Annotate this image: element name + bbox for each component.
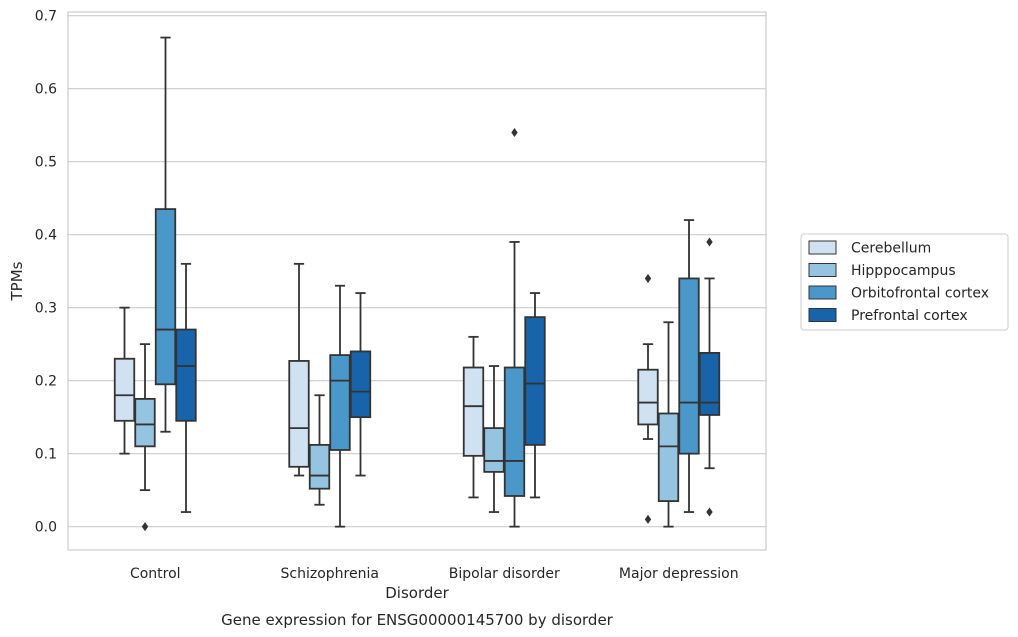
box-prefrontal-cortex-3 bbox=[698, 237, 721, 517]
box-hipppocampus-2 bbox=[483, 365, 505, 513]
box-iqr bbox=[154, 208, 177, 386]
x-axis-label: Disorder bbox=[385, 584, 449, 602]
box-orbitofrontal-cortex-3 bbox=[678, 219, 700, 513]
box-iqr bbox=[678, 277, 700, 455]
box-orbitofrontal-cortex-1 bbox=[329, 284, 351, 528]
y-tick-label: 0.2 bbox=[35, 374, 57, 390]
legend-label: Hipppocampus bbox=[851, 263, 956, 279]
box-cerebellum-1 bbox=[288, 262, 310, 477]
x-tick-label: Schizophrenia bbox=[281, 566, 379, 582]
legend: Cerebellum Hipppocampus Orbitofrontal cort… bbox=[800, 233, 1009, 331]
box-iqr bbox=[134, 397, 156, 448]
box-iqr bbox=[349, 350, 372, 419]
box-iqr bbox=[657, 412, 680, 502]
y-tick-label: 0.6 bbox=[35, 82, 57, 98]
box-prefrontal-cortex-0 bbox=[175, 262, 197, 513]
y-tick-label: 0.3 bbox=[35, 301, 57, 317]
x-tick-label: Control bbox=[130, 566, 181, 582]
box-cerebellum-3 bbox=[637, 273, 659, 524]
box-iqr bbox=[524, 316, 546, 446]
outlier-point bbox=[644, 514, 652, 524]
box-iqr bbox=[462, 366, 485, 457]
box-iqr bbox=[113, 357, 136, 422]
legend-swatch bbox=[808, 308, 837, 322]
box-cerebellum-0 bbox=[113, 306, 136, 455]
outlier-point bbox=[706, 507, 713, 517]
box-iqr bbox=[175, 328, 197, 422]
outlier-point bbox=[511, 127, 518, 137]
box-hipppocampus-3 bbox=[657, 321, 680, 528]
legend-frame bbox=[800, 233, 1009, 331]
outlier-point bbox=[141, 522, 149, 532]
y-axis-label: TPMs bbox=[8, 261, 26, 301]
box-iqr bbox=[308, 443, 331, 490]
box-iqr bbox=[698, 352, 721, 416]
box-hipppocampus-1 bbox=[308, 394, 331, 506]
y-tick-label: 0.7 bbox=[35, 9, 57, 25]
y-tick-labels: 0.0 0.1 0.2 0.3 0.4 0.5 0.6 0.7 bbox=[35, 9, 57, 536]
legend-label: Prefrontal cortex bbox=[851, 308, 968, 324]
box-iqr bbox=[637, 368, 659, 426]
x-tick-label: Bipolar disorder bbox=[449, 566, 560, 582]
y-tick-label: 0.0 bbox=[35, 520, 57, 536]
box-hipppocampus-0 bbox=[134, 343, 156, 532]
x-tick-label: Major depression bbox=[619, 566, 739, 582]
legend-label: Orbitofrontal cortex bbox=[851, 286, 989, 302]
box-cerebellum-2 bbox=[462, 335, 485, 499]
y-tick-label: 0.5 bbox=[35, 155, 57, 171]
box-iqr bbox=[503, 366, 526, 497]
box-iqr bbox=[483, 427, 505, 473]
legend-swatch bbox=[808, 240, 837, 255]
legend-label: Cerebellum bbox=[851, 241, 931, 257]
box-iqr bbox=[288, 360, 310, 468]
box-iqr bbox=[329, 354, 351, 451]
box-orbitofrontal-cortex-2 bbox=[503, 127, 526, 528]
box-prefrontal-cortex-2 bbox=[524, 292, 546, 499]
outlier-point bbox=[706, 237, 713, 247]
chart-caption: Gene expression for ENSG00000145700 by d… bbox=[221, 611, 614, 629]
outlier-point bbox=[644, 273, 652, 283]
y-tick-label: 0.1 bbox=[35, 447, 57, 463]
legend-swatch bbox=[808, 285, 837, 300]
box-prefrontal-cortex-1 bbox=[349, 292, 372, 477]
x-tick-labels: Control Schizophrenia Bipolar disorder Majo… bbox=[130, 566, 739, 582]
legend-swatch bbox=[808, 263, 837, 277]
y-tick-label: 0.4 bbox=[35, 228, 57, 244]
box-plots bbox=[113, 36, 721, 532]
plot-frame bbox=[67, 11, 767, 551]
box-orbitofrontal-cortex-0 bbox=[154, 36, 177, 433]
